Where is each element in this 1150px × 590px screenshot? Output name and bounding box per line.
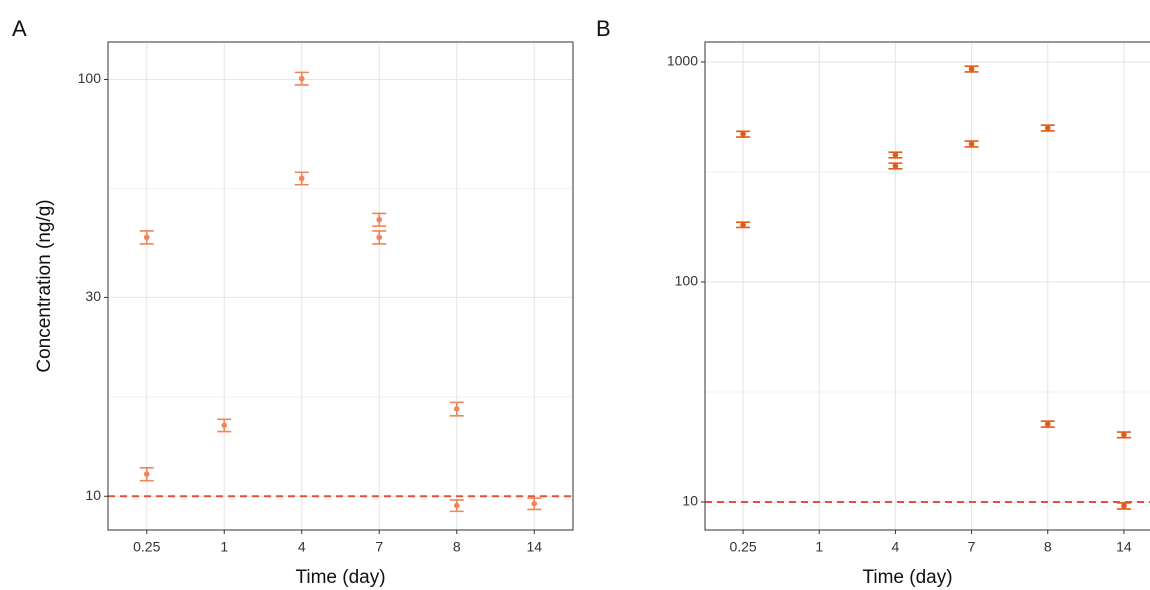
point [453, 502, 460, 509]
point [298, 175, 305, 182]
point [453, 406, 460, 412]
point [740, 221, 746, 228]
point [1044, 421, 1051, 427]
x-tick-label: 8 [453, 539, 461, 555]
x-tick-label: 4 [298, 539, 306, 555]
x-tick-label: 7 [968, 539, 976, 555]
y-tick-label: 100 [675, 273, 699, 289]
x-tick-label: 14 [1116, 539, 1132, 555]
point [968, 141, 975, 147]
point [298, 75, 305, 82]
panel [705, 42, 1150, 530]
x-tick-label: 1 [815, 539, 823, 555]
point [892, 152, 899, 158]
x-tick-label: 7 [375, 539, 383, 555]
point [143, 471, 150, 477]
point [1044, 125, 1051, 131]
x-tick-label: 0.25 [729, 539, 756, 555]
point [1121, 432, 1127, 438]
plot-border [704, 41, 1150, 531]
x-tick-label: 8 [1044, 539, 1052, 555]
x-tick-label: 0.25 [133, 539, 160, 555]
y-tick-label: 10 [85, 487, 101, 503]
plot-border [107, 41, 574, 531]
x-axis-label: Time (day) [862, 567, 952, 588]
y-tick-label: 100 [78, 70, 102, 86]
point [892, 163, 899, 169]
x-tick-label: 4 [892, 539, 900, 555]
point [221, 422, 228, 429]
point [968, 66, 975, 72]
point [1121, 503, 1127, 509]
point [143, 234, 150, 241]
x-axis-label: Time (day) [295, 567, 385, 588]
y-tick-label: 30 [85, 288, 101, 304]
point [376, 234, 383, 241]
y-axis-label: Concentration (ng/g) [34, 199, 55, 372]
panel-tag: B [596, 16, 611, 41]
point [376, 216, 383, 223]
panel-tag: A [12, 16, 27, 41]
point [531, 500, 538, 507]
panel [108, 42, 573, 530]
y-tick-label: 10 [682, 493, 698, 509]
y-tick-label: 1000 [667, 53, 698, 69]
point [740, 131, 746, 137]
x-tick-label: 14 [526, 539, 542, 555]
x-tick-label: 1 [220, 539, 228, 555]
